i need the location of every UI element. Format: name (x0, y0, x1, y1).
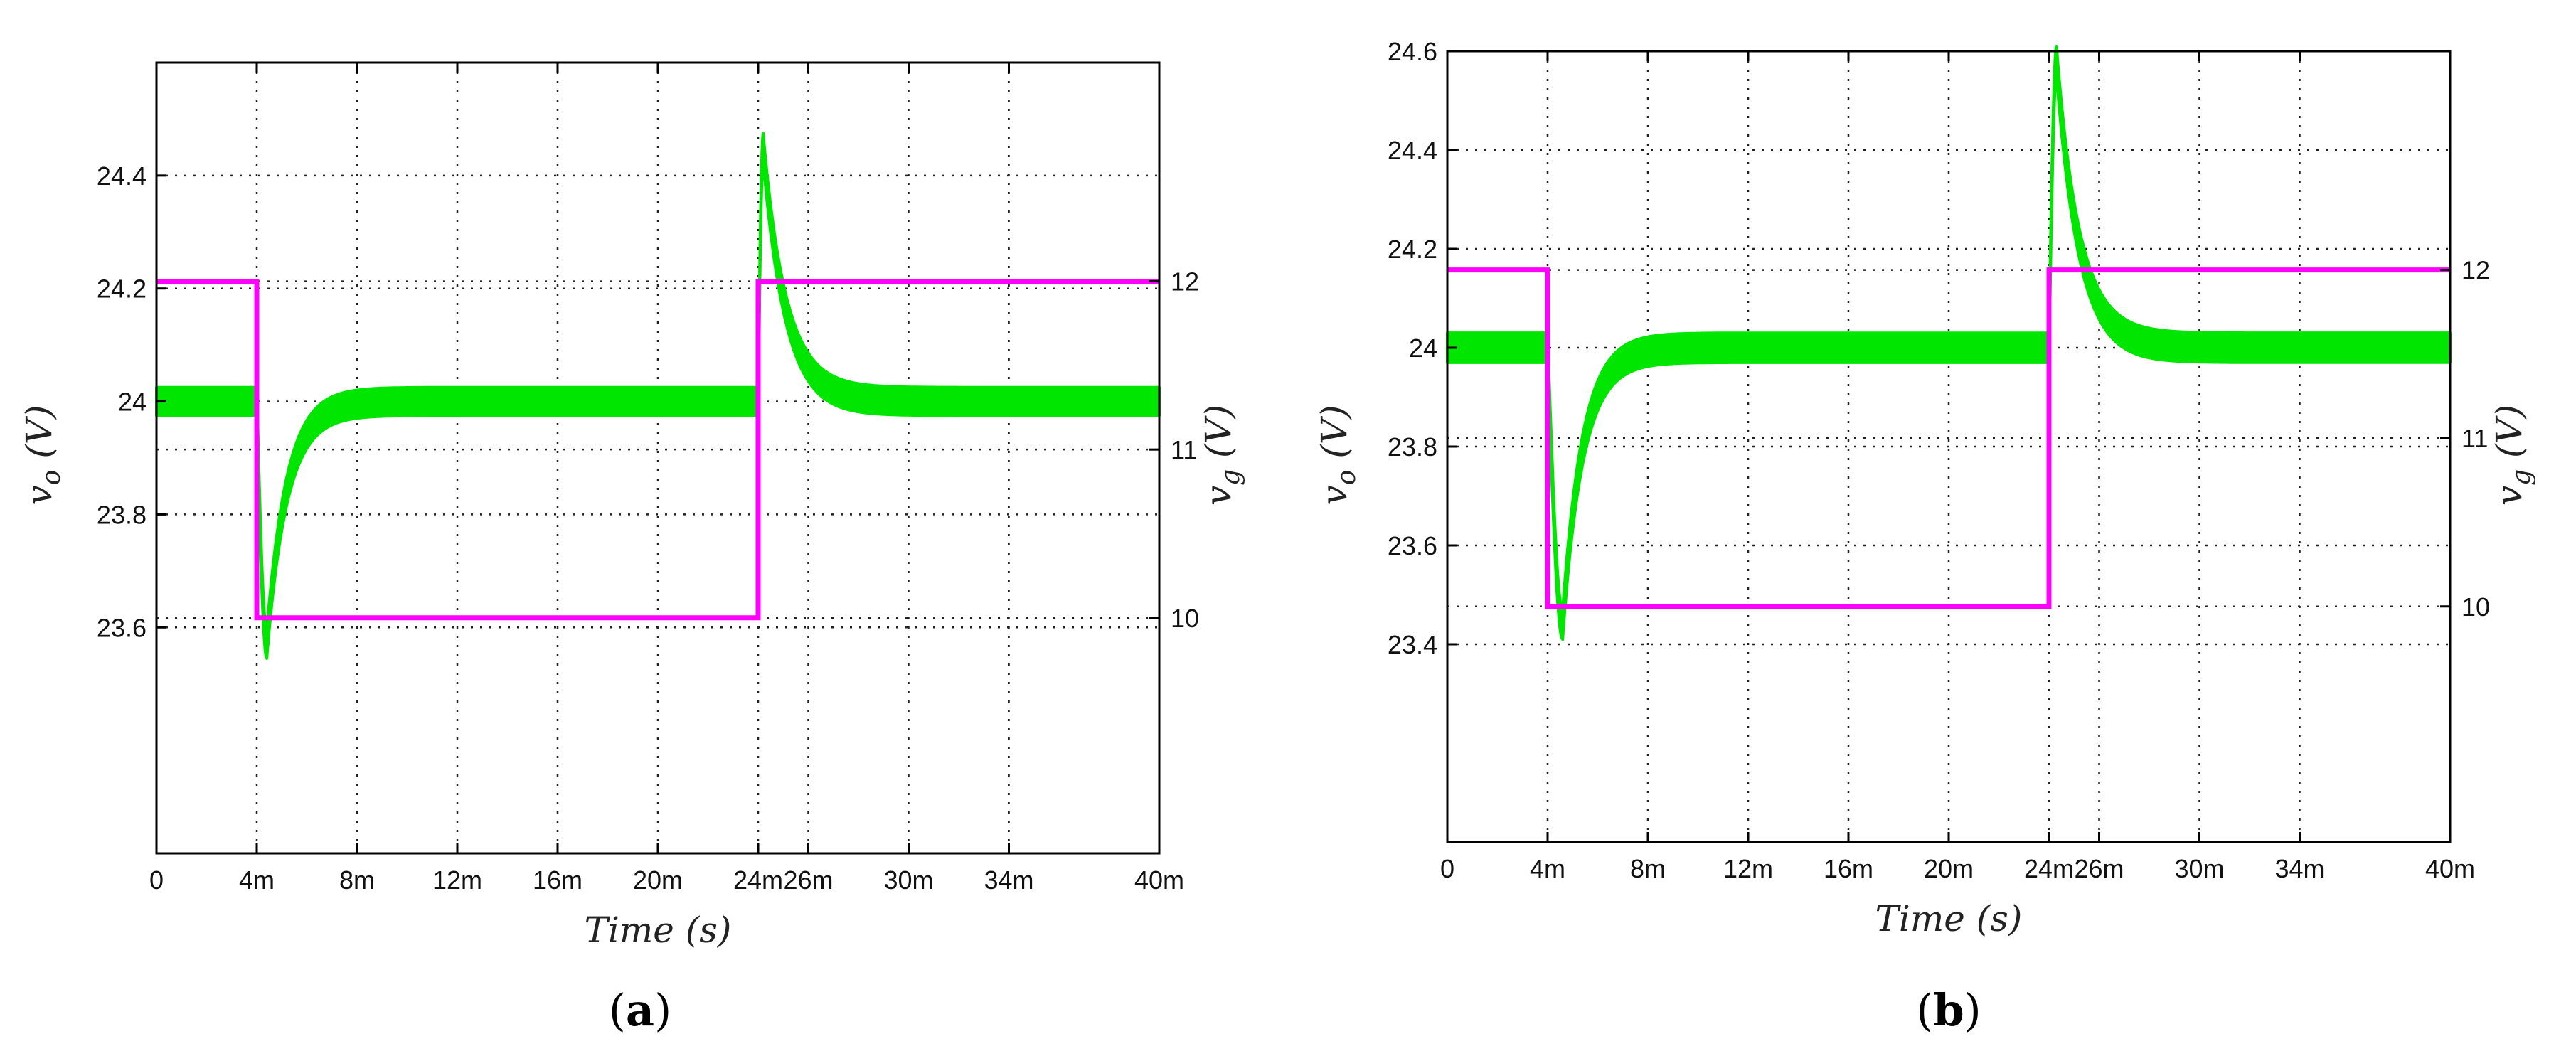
x-axis-label: Time (s) (1875, 898, 2023, 939)
y-left-tick-label: 24.2 (97, 274, 147, 304)
series-vg-line (1447, 267, 2450, 609)
panel-b: 0 4m 8m 12m 16m 20m 24m 26m 30m 34m 40m 23.4 23.6 23.… (1314, 37, 2536, 1036)
x-tick-label: 34m (984, 865, 1033, 895)
panel-caption: (a) (609, 984, 672, 1036)
x-tick-label: 34m (2274, 854, 2324, 883)
x-tick-label: 40m (1134, 865, 1184, 895)
x-tick-label: 20m (633, 865, 683, 895)
x-tick-label: 8m (1630, 854, 1666, 883)
x-tick-label: 16m (1824, 854, 1873, 883)
x-tick-label: 26m (2074, 854, 2124, 883)
y-left-tick-label: 23.8 (1388, 432, 1437, 462)
y-right-tick-label: 12 (1171, 267, 1199, 297)
y-left-tick-label: 23.6 (97, 613, 147, 642)
y-right-tick-label: 11 (2461, 424, 2488, 453)
x-tick-label: 26m (783, 865, 833, 895)
y-left-tick-label: 24.4 (1388, 136, 1437, 165)
x-tick-label: 16m (533, 865, 582, 895)
y-right-tick-label: 11 (1171, 435, 1197, 464)
x-tick-label: 30m (2174, 854, 2224, 883)
y-left-tick-label: 24 (118, 388, 147, 417)
plot-area (156, 63, 1159, 853)
x-axis-label: Time (s) (585, 910, 732, 951)
x-tick-label: 4m (239, 865, 275, 895)
x-tick-label: 0 (149, 865, 164, 895)
x-tick-label: 8m (339, 865, 375, 895)
y-left-tick-label: 24 (1409, 334, 1437, 363)
y-left-axis-label: vo (V) (18, 405, 66, 506)
y-left-tick-label: 23.4 (1388, 630, 1437, 659)
x-tick-label: 24m (733, 865, 783, 895)
y-left-tick-label: 23.8 (97, 500, 147, 529)
x-tick-label: 40m (2425, 854, 2475, 883)
y-left-tick-label: 23.6 (1388, 531, 1437, 560)
x-tick-label: 12m (1723, 854, 1773, 883)
y-right-tick-label: 10 (2461, 592, 2490, 622)
x-tick-label: 24m (2024, 854, 2074, 883)
x-tick-label: 20m (1924, 854, 1974, 883)
x-tick-label: 12m (432, 865, 482, 895)
y-right-axis-label: vg (V) (2489, 405, 2536, 506)
panel-caption: (b) (1916, 984, 1981, 1036)
x-tick-label: 4m (1530, 854, 1565, 883)
x-tick-label: 30m (883, 865, 933, 895)
x-tick-label: 0 (1440, 854, 1454, 883)
series-vg-line (156, 279, 1159, 621)
y-left-axis-label: vo (V) (1314, 405, 1361, 506)
y-right-tick-label: 12 (2461, 256, 2490, 285)
panel-a: 0 4m 8m 12m 16m 20m 24m 26m 30m 34m 40m 23.6 23.8 24 2… (18, 61, 1245, 1036)
y-left-tick-label: 24.2 (1388, 235, 1437, 264)
y-right-axis-label: vg (V) (1198, 405, 1245, 506)
y-left-tick-label: 24.4 (97, 161, 147, 191)
y-right-tick-label: 10 (1171, 604, 1199, 633)
y-left-tick-label: 24.6 (1388, 37, 1437, 66)
